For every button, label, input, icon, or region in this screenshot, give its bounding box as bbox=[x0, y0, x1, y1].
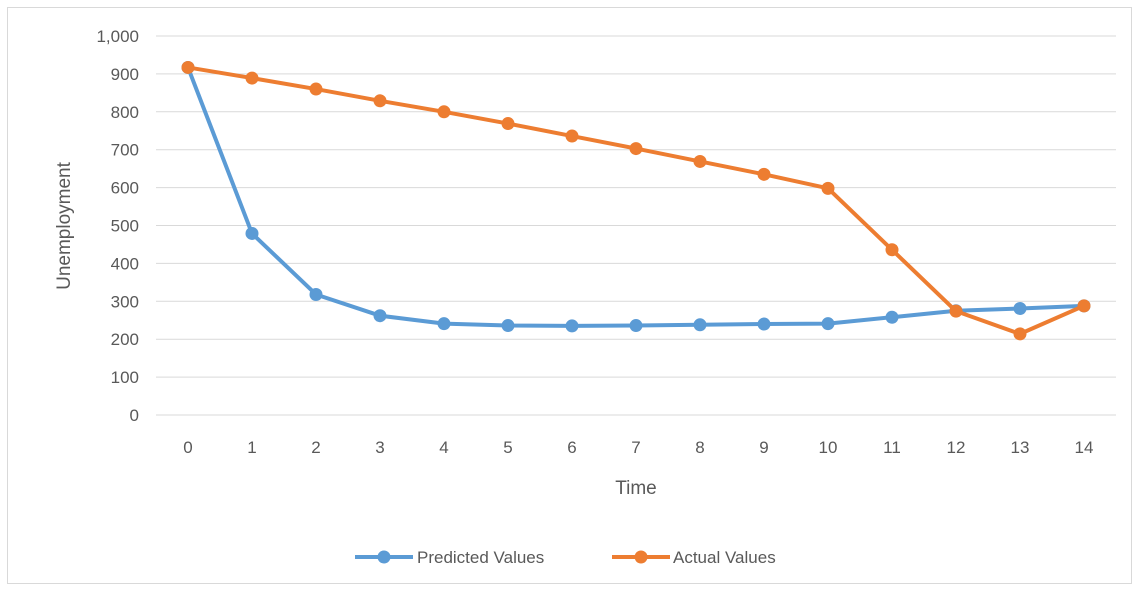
x-tick-label: 7 bbox=[631, 438, 640, 457]
chart-frame bbox=[7, 7, 1132, 584]
x-tick-label: 4 bbox=[439, 438, 448, 457]
data-point bbox=[757, 167, 771, 181]
series-actual bbox=[181, 60, 1091, 341]
legend-marker bbox=[634, 550, 648, 564]
x-tick-label: 10 bbox=[819, 438, 838, 457]
y-tick-label: 700 bbox=[111, 141, 139, 160]
y-axis-title: Unemployment bbox=[54, 161, 75, 289]
data-point bbox=[501, 117, 515, 131]
series-layer bbox=[181, 60, 1091, 341]
y-tick-label: 900 bbox=[111, 65, 139, 84]
legend-label: Actual Values bbox=[673, 548, 776, 567]
x-tick-label: 9 bbox=[759, 438, 768, 457]
data-point bbox=[437, 317, 451, 331]
y-tick-label: 600 bbox=[111, 179, 139, 198]
data-point bbox=[949, 304, 963, 318]
data-point bbox=[309, 287, 323, 301]
y-tick-label: 400 bbox=[111, 254, 139, 273]
data-point bbox=[821, 181, 835, 195]
data-point bbox=[437, 105, 451, 119]
data-point bbox=[885, 310, 899, 324]
data-point bbox=[629, 142, 643, 156]
data-point bbox=[629, 319, 643, 333]
gridlines bbox=[156, 35, 1116, 416]
y-tick-label: 300 bbox=[111, 292, 139, 311]
y-tick-label: 100 bbox=[111, 368, 139, 387]
legend-item: Predicted Values bbox=[355, 548, 544, 567]
data-point bbox=[693, 154, 707, 168]
data-point bbox=[373, 94, 387, 108]
data-point bbox=[885, 243, 899, 257]
x-axis-title: Time bbox=[615, 478, 657, 499]
series-line bbox=[186, 65, 1086, 328]
x-tick-label: 3 bbox=[375, 438, 384, 457]
data-point bbox=[245, 71, 259, 85]
legend-marker bbox=[377, 550, 391, 564]
data-point bbox=[373, 309, 387, 323]
x-tick-label: 6 bbox=[567, 438, 576, 457]
data-point bbox=[565, 129, 579, 143]
x-tick-label: 11 bbox=[883, 438, 901, 457]
x-tick-label: 12 bbox=[947, 438, 966, 457]
y-tick-label: 0 bbox=[130, 406, 139, 425]
x-tick-label: 2 bbox=[311, 438, 320, 457]
data-point bbox=[757, 317, 771, 331]
data-point bbox=[1013, 302, 1027, 316]
data-point bbox=[693, 318, 707, 332]
data-point bbox=[821, 317, 835, 331]
y-tick-label: 1,000 bbox=[96, 27, 139, 46]
x-tick-label: 5 bbox=[503, 438, 512, 457]
x-tick-label: 13 bbox=[1011, 438, 1030, 457]
data-point bbox=[245, 226, 259, 240]
legend: Predicted Values Actual Values bbox=[355, 548, 776, 567]
data-point bbox=[1013, 327, 1027, 341]
x-tick-label: 14 bbox=[1075, 438, 1094, 457]
legend-item: Actual Values bbox=[612, 548, 776, 567]
data-point bbox=[501, 319, 515, 333]
x-axis-tick-labels: 0 1 2 3 4 5 6 7 8 9 10 11 12 13 14 bbox=[183, 438, 1093, 457]
data-point bbox=[1077, 299, 1091, 313]
y-tick-label: 800 bbox=[111, 103, 139, 122]
y-axis-tick-labels: 0 100 200 300 400 500 600 700 800 900 1,000 bbox=[96, 27, 139, 425]
series-predicted bbox=[181, 60, 1091, 333]
x-tick-label: 0 bbox=[183, 438, 192, 457]
y-tick-label: 500 bbox=[111, 217, 139, 236]
x-tick-label: 8 bbox=[695, 438, 704, 457]
y-tick-label: 200 bbox=[111, 330, 139, 349]
data-point bbox=[181, 60, 195, 74]
data-point bbox=[565, 319, 579, 333]
data-point bbox=[309, 82, 323, 96]
legend-label: Predicted Values bbox=[417, 548, 544, 567]
x-tick-label: 1 bbox=[247, 438, 256, 457]
